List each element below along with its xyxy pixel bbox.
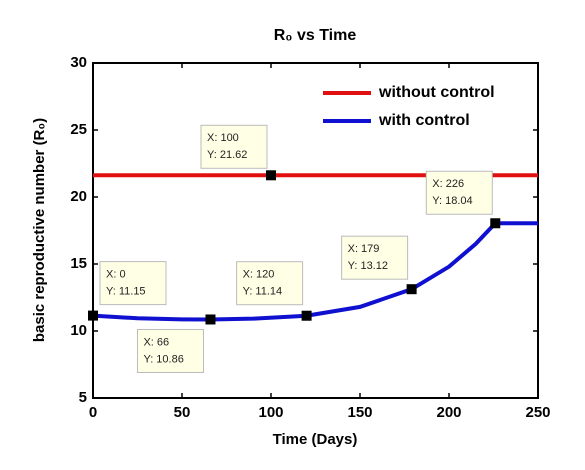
datatip-y: Y: 13.12 [348, 260, 388, 272]
x-tick-label: 0 [89, 404, 97, 421]
datatip-y: Y: 18.04 [432, 195, 472, 207]
datatip-y: Y: 11.15 [106, 285, 146, 297]
x-tick-label: 50 [174, 404, 191, 421]
y-tick-label: 30 [70, 54, 87, 71]
datatip-marker [88, 310, 98, 321]
x-tick-label: 250 [525, 404, 550, 421]
chart-title: R₀ vs Time [274, 27, 357, 44]
datatip-marker [406, 284, 417, 295]
datatip-box [99, 261, 167, 306]
datatip-marker [301, 310, 312, 321]
y-tick-label: 20 [70, 188, 87, 205]
datatip-y: Y: 21.62 [207, 149, 247, 161]
y-tick-label: 5 [79, 389, 87, 406]
datatip-x: X: 179 [348, 243, 380, 255]
x-tick-label: 200 [436, 404, 461, 421]
legend-label: with control [378, 112, 470, 129]
y-tick-label: 10 [70, 322, 87, 339]
datatip-x: X: 0 [106, 268, 126, 280]
datatip-y: Y: 10.86 [143, 353, 183, 365]
x-tick-label: 150 [347, 404, 372, 421]
datatip-marker [266, 170, 276, 181]
legend-label: without control [378, 84, 495, 101]
datatip-box [136, 328, 204, 373]
datatip-marker [205, 314, 216, 325]
datatip-box [341, 235, 409, 280]
datatip-x: X: 66 [143, 336, 169, 348]
y-tick-label: 15 [70, 255, 87, 272]
series-line [92, 221, 538, 322]
x-axis-label: Time (Days) [273, 431, 358, 448]
datatip-box [236, 261, 304, 306]
datatip-x: X: 226 [432, 178, 464, 190]
datatip-x: X: 120 [243, 269, 275, 281]
datatip-y: Y: 11.14 [243, 286, 283, 298]
datatip-box [425, 170, 493, 215]
x-tick-label: 100 [258, 404, 283, 421]
y-tick-label: 25 [70, 121, 87, 138]
datatip-x: X: 100 [207, 132, 239, 144]
datatip-marker [490, 218, 501, 229]
y-axis-label: basic reproductive number (R₀) [31, 118, 48, 342]
datatip-box [200, 124, 268, 169]
